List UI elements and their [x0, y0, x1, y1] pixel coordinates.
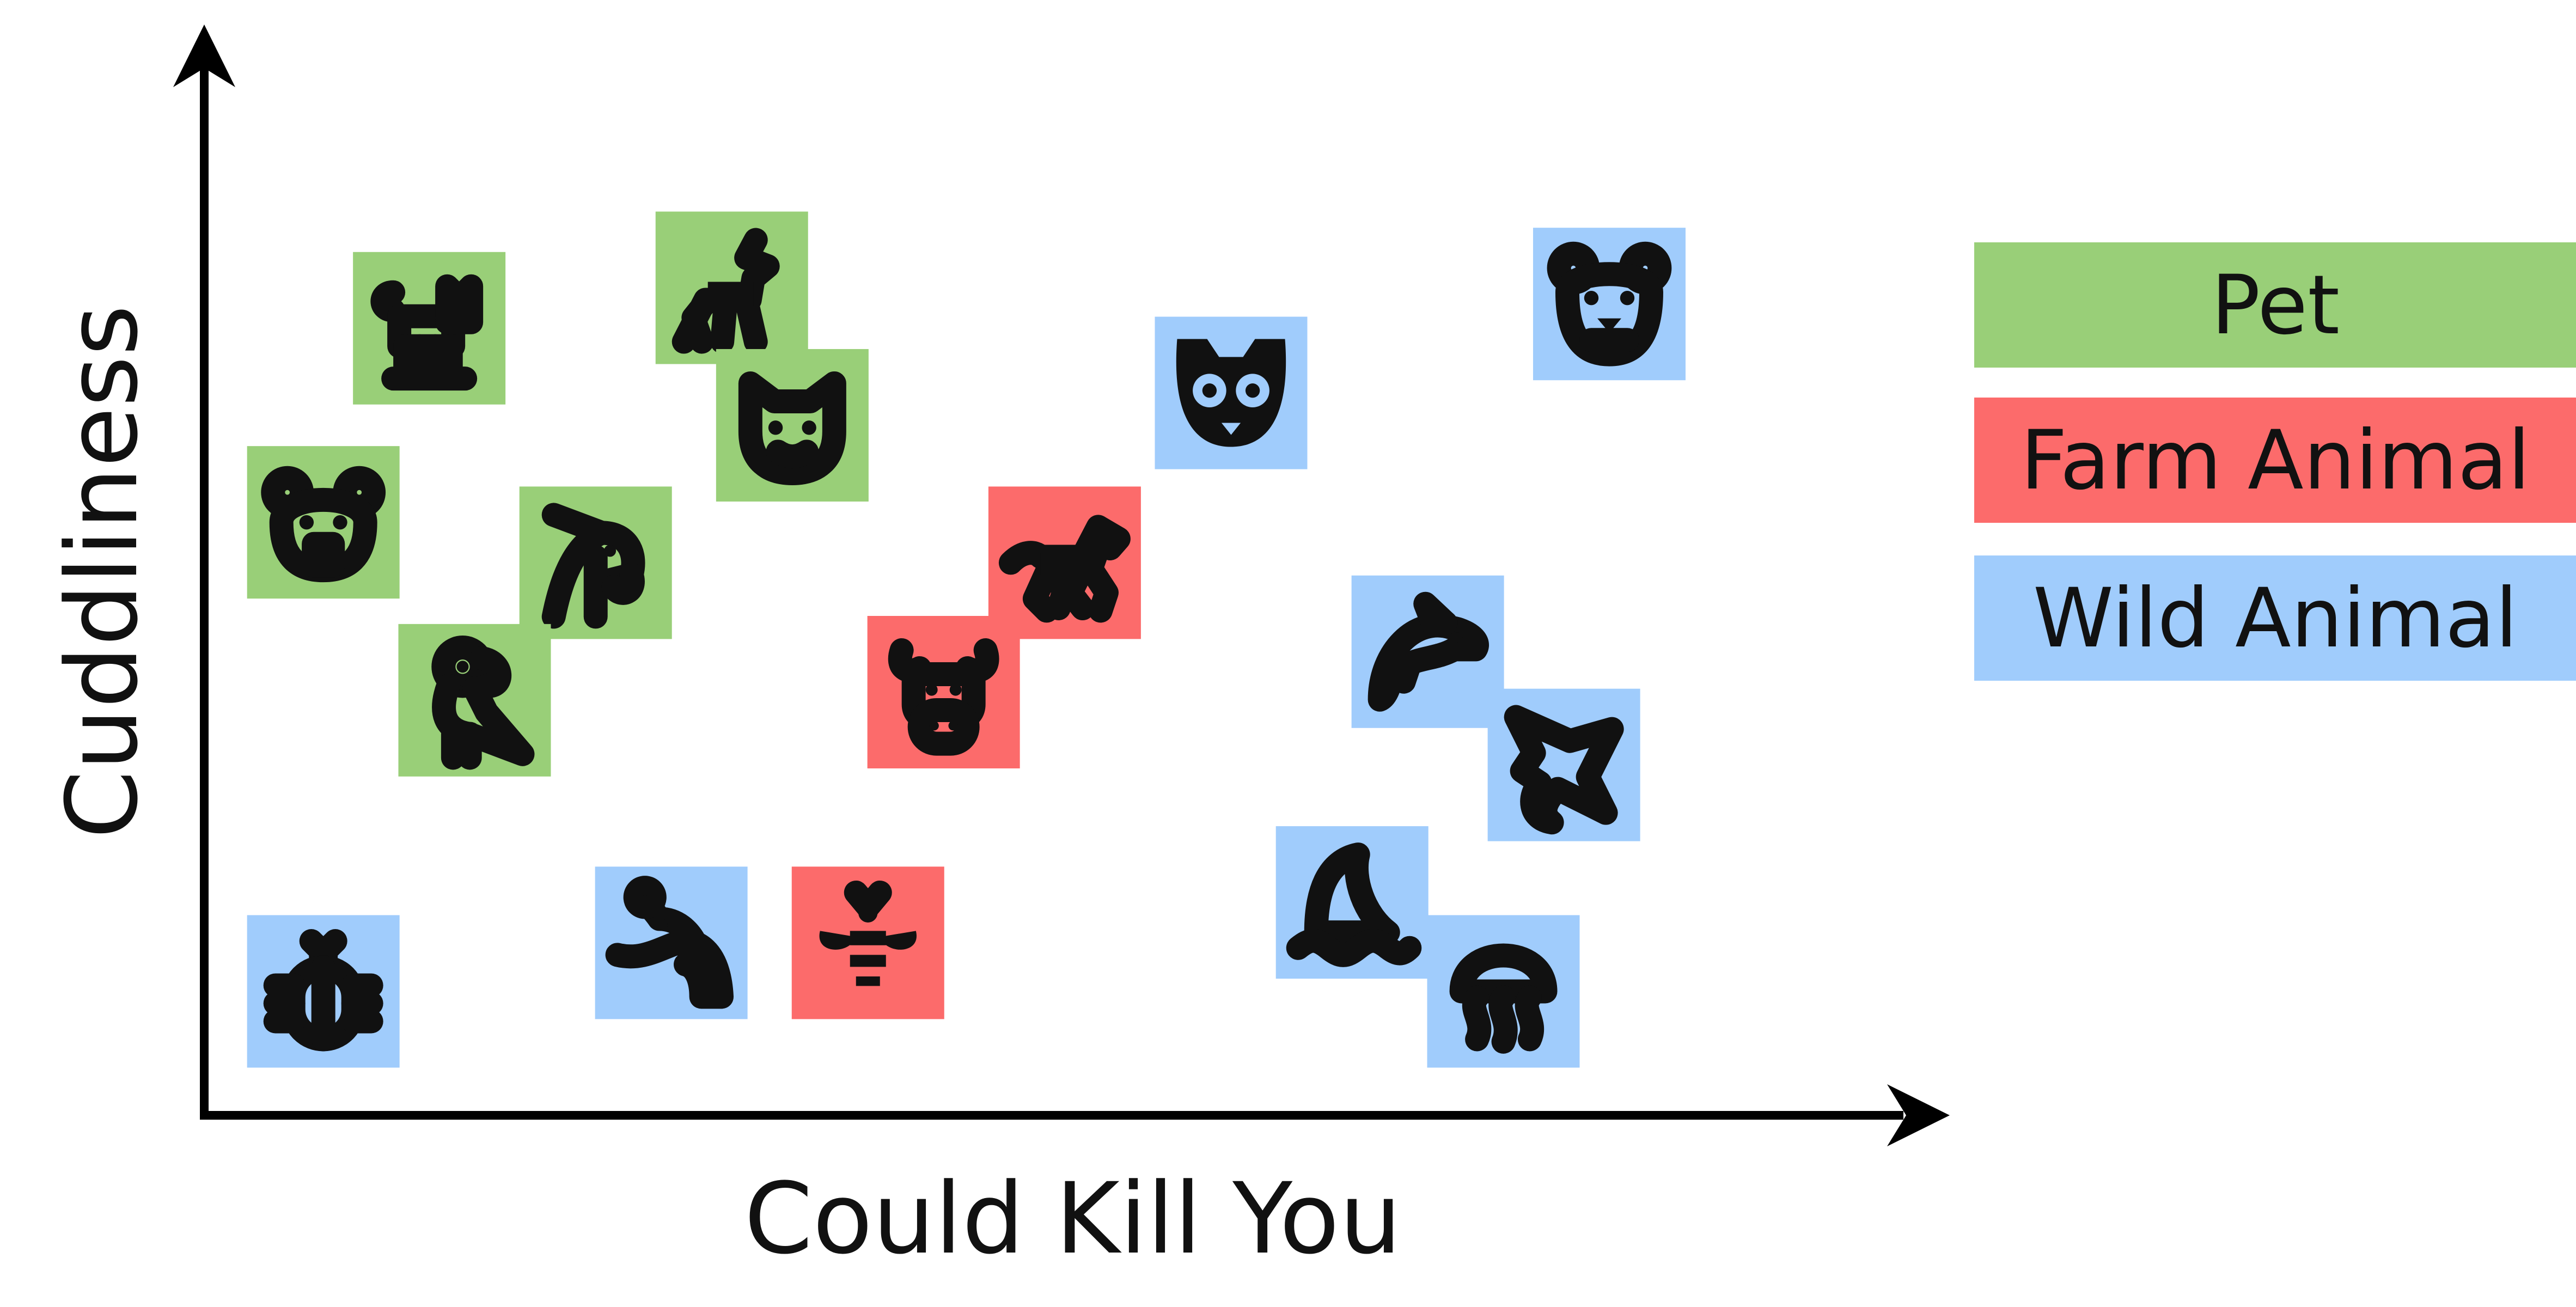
legend-swatch-farm-animal	[1974, 398, 2576, 523]
anteater-icon	[605, 876, 734, 1009]
data-point-bull	[867, 616, 1020, 768]
data-point-parrot	[398, 624, 551, 777]
bear-icon	[1547, 241, 1672, 367]
data-point-anteater	[595, 866, 748, 1019]
bee-icon	[819, 880, 917, 986]
cat-icon	[370, 274, 484, 391]
data-point-red-panda	[716, 349, 869, 502]
dolphin-icon	[1368, 591, 1489, 712]
data-point-shark-fin	[1275, 826, 1429, 979]
legend-swatch-pet	[1974, 242, 2576, 368]
red-panda-icon	[738, 371, 846, 485]
bull-icon	[888, 638, 999, 756]
data-point-jellyfish	[1427, 915, 1580, 1068]
data-point-dolphin	[1351, 575, 1504, 728]
legend-swatch-wild-animal	[1974, 555, 2576, 681]
llama-icon	[672, 228, 780, 354]
lemur-icon	[1176, 339, 1286, 447]
data-point-beetle	[247, 915, 400, 1068]
data-point-bee	[791, 866, 944, 1019]
data-point-lemur	[1155, 316, 1308, 469]
points-layer	[247, 211, 1686, 1068]
x-axis-title: Could Kill You	[744, 1162, 1402, 1276]
stingray-icon	[1504, 705, 1624, 835]
hamster-icon	[261, 466, 386, 583]
legend-label-pet: Pet	[2211, 258, 2340, 353]
cockatoo-icon	[541, 503, 645, 629]
jellyfish-icon	[1449, 943, 1558, 1054]
data-point-bear	[1533, 228, 1686, 381]
y-axis-title: Cuddliness	[46, 305, 160, 839]
horse-icon	[998, 515, 1131, 623]
x-axis-arrowhead	[1887, 1084, 1950, 1146]
legend-label-wild-animal: Wild Animal	[2033, 571, 2518, 666]
parrot-icon	[431, 636, 535, 770]
data-point-cat	[353, 252, 506, 405]
data-point-stingray	[1487, 688, 1640, 841]
legend-label-farm-animal: Farm Animal	[2020, 413, 2530, 508]
data-point-hamster	[247, 446, 400, 599]
y-axis-arrowhead	[173, 25, 235, 87]
data-point-horse	[988, 486, 1141, 639]
data-point-llama	[655, 211, 808, 364]
shark-fin-icon	[1286, 842, 1422, 967]
beetle-icon	[263, 929, 383, 1052]
data-point-cockatoo	[519, 486, 672, 639]
legend: Pet Farm Animal Wild Animal	[1974, 242, 2576, 681]
